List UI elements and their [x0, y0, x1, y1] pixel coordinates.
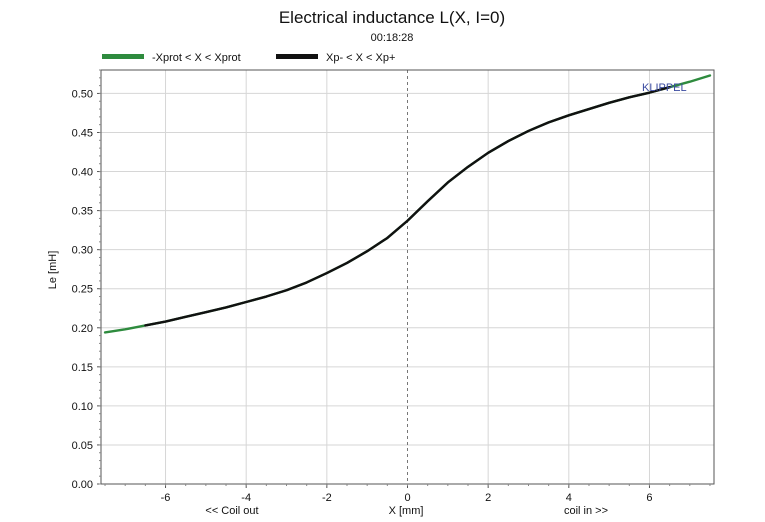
x-tick-label-1: -4 [241, 492, 251, 504]
x-tick-label-2: -2 [322, 492, 332, 504]
watermark-klippel: KLIPPEL [642, 82, 687, 94]
series-line-1 [144, 85, 671, 327]
y-tick-label-0: 0.00 [72, 479, 93, 491]
y-tick-label-2: 0.10 [72, 401, 93, 413]
chart-subtitle: 00:18:28 [371, 32, 414, 44]
x-tick-label-3: 0 [404, 492, 410, 504]
y-tick-label-9: 0.45 [72, 127, 93, 139]
legend-label-0: -Xprot < X < Xprot [152, 52, 241, 64]
y-tick-label-4: 0.20 [72, 323, 93, 335]
x-axis-label-right: coil in >> [564, 505, 608, 517]
y-axis: 0.00 0.05 0.10 0.15 0.20 0.25 0.30 0.35 0.40 0.45… [72, 69, 101, 491]
y-tick-label-6: 0.30 [72, 245, 93, 257]
x-axis-label-left: << Coil out [205, 505, 258, 517]
x-tick-label-6: 6 [646, 492, 652, 504]
x-axis: -6 -4 -2 0 2 4 6 [104, 484, 711, 504]
y-tick-label-7: 0.35 [72, 206, 93, 218]
x-tick-label-4: 2 [485, 492, 491, 504]
series-layer [103, 74, 712, 334]
y-tick-label-3: 0.15 [72, 362, 93, 374]
legend-label-1: Xp- < X < Xp+ [326, 52, 395, 64]
x-axis-label: X [mm] [389, 505, 424, 517]
y-tick-label-1: 0.05 [72, 440, 93, 452]
y-tick-label-5: 0.25 [72, 284, 93, 296]
x-tick-label-0: -6 [161, 492, 171, 504]
x-tick-label-5: 4 [566, 492, 572, 504]
y-axis-label: Le [mH] [47, 251, 59, 290]
y-tick-label-8: 0.40 [72, 167, 93, 179]
chart-title: Electrical inductance L(X, I=0) [279, 8, 505, 27]
legend-swatch-1 [276, 54, 318, 59]
legend-swatch-0 [102, 54, 144, 59]
y-tick-label-10: 0.50 [72, 88, 93, 100]
legend: -Xprot < X < Xprot Xp- < X < Xp+ [102, 52, 395, 64]
